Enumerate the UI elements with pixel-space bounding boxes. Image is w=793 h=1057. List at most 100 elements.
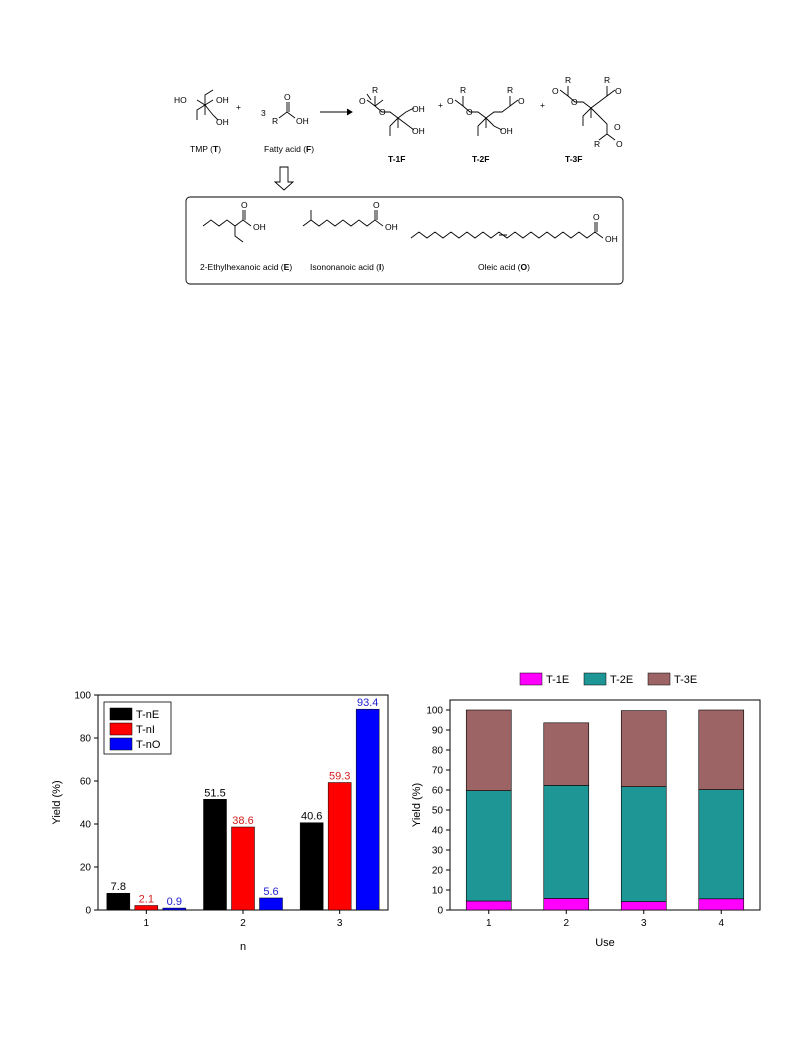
plot-frame: [449, 699, 761, 911]
carbonyl-o: O: [284, 92, 291, 102]
legend-swatch: [647, 672, 671, 686]
oh-label: OH: [216, 95, 229, 105]
data-label: 93.4: [357, 697, 378, 709]
r-group: R: [272, 116, 278, 126]
ho-label: HO: [174, 95, 187, 105]
y-tick-label: 70: [432, 766, 444, 777]
bar-t-2e-use-3: [620, 786, 667, 902]
x-tick-label: 3: [337, 918, 343, 929]
legend-label: T-nE: [136, 709, 159, 721]
y-tick-label: 80: [432, 746, 444, 757]
legend-swatch: [109, 737, 133, 751]
legend-label: T-nI: [136, 724, 155, 736]
y-tick-label: 100: [74, 691, 91, 702]
acid-oh: OH: [385, 222, 398, 232]
oh-label: OH: [500, 126, 513, 136]
y-axis-label: Yield (%): [51, 780, 63, 824]
acid-label-o: Oleic acid (O): [478, 262, 530, 272]
plus-sign: +: [540, 100, 545, 110]
legend-label: T-2E: [610, 674, 633, 686]
y-tick-label: 0: [85, 906, 91, 917]
data-label: 2.1: [139, 893, 154, 905]
ester-o: O: [466, 107, 473, 117]
r-group: R: [507, 85, 513, 95]
bar-t-1e-use-2: [543, 898, 590, 911]
x-tick-label: 1: [486, 918, 492, 929]
data-label: 0.9: [167, 896, 182, 908]
r-group: R: [594, 139, 600, 149]
plus-sign: +: [236, 102, 241, 112]
legend-swatch: [583, 672, 607, 686]
bar-t-2e-use-2: [543, 785, 590, 899]
bar-t-3e-use-3: [620, 710, 667, 787]
coefficient: 3: [261, 108, 266, 118]
data-label: 7.8: [111, 881, 126, 893]
y-tick-label: 20: [80, 863, 92, 874]
bar-t-3e-use-2: [543, 722, 590, 786]
bar-t-1e-use-3: [620, 901, 667, 911]
ester-o: O: [614, 122, 621, 132]
acid-label-e: 2-Ethylhexanoic acid (E): [200, 262, 292, 272]
carbonyl-o: O: [593, 212, 600, 222]
bar-t-3e-use-1: [465, 709, 512, 791]
x-tick-label: 4: [718, 918, 724, 929]
acid-oh: OH: [253, 222, 266, 232]
product-t1f: T-1F: [388, 154, 405, 164]
oh-label-2: OH: [216, 117, 229, 127]
oh-label: OH: [412, 104, 425, 114]
y-tick-label: 60: [80, 777, 92, 788]
bar-t-3e-use-4: [698, 709, 745, 790]
y-tick-label: 10: [432, 886, 444, 897]
bar-t-2e-use-4: [698, 789, 745, 900]
bar-t-no-2: [259, 897, 283, 911]
legend-label: T-nO: [136, 739, 161, 751]
carbonyl-o: O: [552, 86, 559, 96]
y-tick-label: 50: [432, 806, 444, 817]
carbonyl-o: O: [447, 96, 454, 106]
ester-o: O: [571, 97, 578, 107]
bar-t-1e-use-4: [698, 898, 745, 911]
legend-swatch: [519, 672, 543, 686]
carbonyl-o: O: [241, 200, 248, 210]
y-tick-label: 40: [80, 820, 92, 831]
product-t2f: T-2F: [472, 154, 489, 164]
bar-t-ni-2: [231, 826, 255, 911]
bar-t-no-3: [355, 708, 380, 911]
oh-label: OH: [412, 126, 425, 136]
x-axis-label: Use: [595, 937, 615, 949]
carbonyl-o: O: [616, 139, 623, 149]
r-group: R: [565, 75, 571, 85]
bar-t-ne-1: [106, 892, 131, 911]
r-group: R: [460, 85, 466, 95]
data-label: 40.6: [301, 811, 322, 823]
carbonyl-o: O: [359, 96, 366, 106]
legend-label: T-3E: [674, 674, 697, 686]
x-tick-label: 2: [240, 918, 246, 929]
bar-t-ne-3: [299, 822, 324, 911]
acid-oh: OH: [605, 234, 618, 244]
bar-t-no-1: [162, 907, 187, 911]
data-label: 38.6: [232, 815, 253, 827]
carbonyl-o: O: [615, 86, 622, 96]
legend-swatch: [109, 722, 133, 736]
y-tick-label: 20: [432, 866, 444, 877]
y-tick-label: 80: [80, 734, 92, 745]
bar-t-2e-use-1: [465, 790, 512, 902]
carbonyl-o: O: [373, 200, 380, 210]
plus-sign: +: [438, 100, 443, 110]
data-label: 51.5: [204, 787, 225, 799]
acid-label-i: Isononanoic acid (I): [310, 262, 384, 272]
bar-t-ni-3: [327, 782, 352, 911]
r-group: R: [372, 85, 378, 95]
x-axis-label: n: [240, 941, 246, 953]
legend-label: T-1E: [546, 674, 569, 686]
y-tick-label: 30: [432, 846, 444, 857]
product-t3f: T-3F: [565, 154, 582, 164]
y-tick-label: 0: [437, 906, 443, 917]
ester-o: O: [379, 107, 386, 117]
x-tick-label: 2: [563, 918, 569, 929]
fatty-acid-label: Fatty acid (F): [264, 144, 314, 154]
y-tick-label: 90: [432, 726, 444, 737]
bar-t-ni-1: [134, 905, 159, 911]
